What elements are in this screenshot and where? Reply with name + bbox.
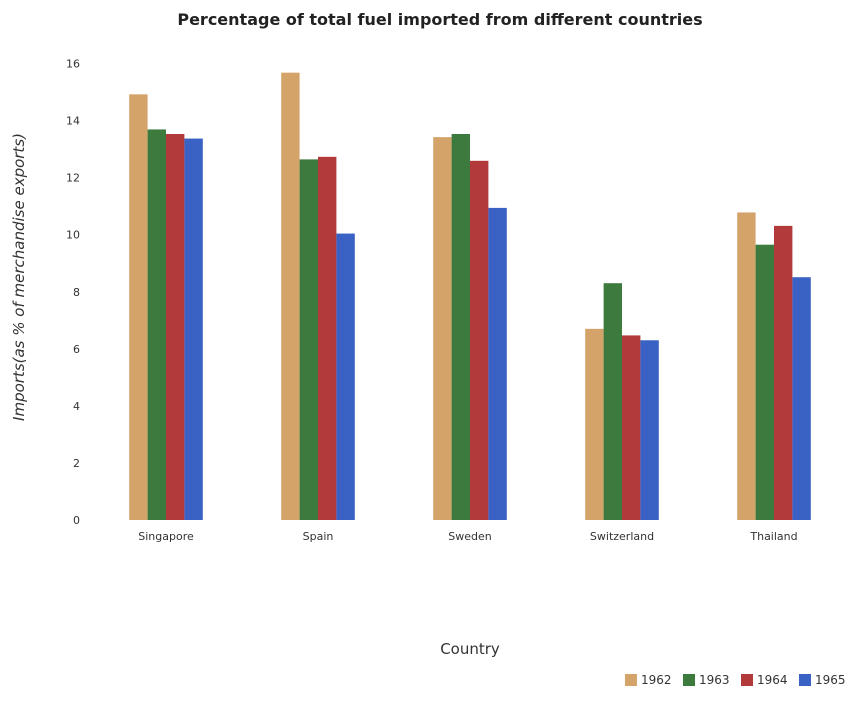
bars-group: [129, 72, 811, 521]
x-tick-label: Thailand: [749, 530, 797, 543]
y-tick-label: 16: [66, 58, 80, 71]
bar-switzerland-1965: [640, 340, 659, 520]
legend-label-1962: 1962: [641, 673, 672, 687]
bar-thailand-1964: [774, 225, 793, 521]
legend-label-1964: 1964: [757, 673, 788, 687]
y-tick-label: 0: [73, 514, 80, 527]
bar-thailand-1963: [755, 244, 774, 521]
y-axis-ticks: 0 2 4 6 8 10 12 14 16: [66, 58, 80, 527]
y-tick-label: 2: [73, 457, 80, 470]
x-axis-ticks: Singapore Spain Sweden Switzerland Thailand: [138, 530, 797, 543]
bar-spain-1962: [281, 72, 300, 521]
bar-sweden-1962: [433, 137, 452, 520]
legend-swatch-1963: [683, 674, 695, 686]
x-axis-label: Country: [440, 640, 500, 658]
bar-switzerland-1964: [622, 335, 641, 520]
y-tick-label: 14: [66, 115, 80, 128]
legend-label-1965: 1965: [815, 673, 846, 687]
bar-thailand-1965: [792, 277, 811, 520]
x-tick-label: Sweden: [448, 530, 491, 543]
y-tick-label: 8: [73, 286, 80, 299]
bar-singapore-1965: [184, 138, 203, 520]
x-tick-label: Singapore: [138, 530, 194, 543]
y-axis-label: Imports(as % of merchandise exports): [10, 133, 28, 421]
legend: 1962 1963 1964 1965: [625, 673, 846, 687]
legend-swatch-1965: [799, 674, 811, 686]
legend-swatch-1962: [625, 674, 637, 686]
bar-singapore-1964: [166, 133, 185, 520]
legend-label-1963: 1963: [699, 673, 730, 687]
bar-sweden-1965: [488, 207, 507, 520]
y-tick-label: 4: [73, 400, 80, 413]
bar-singapore-1962: [129, 94, 148, 520]
bar-sweden-1963: [451, 133, 470, 520]
bar-spain-1965: [336, 233, 355, 521]
chart-title: Percentage of total fuel imported from d…: [177, 10, 702, 29]
bar-singapore-1963: [147, 129, 166, 520]
bar-spain-1963: [299, 159, 318, 520]
bar-sweden-1964: [470, 160, 489, 521]
x-tick-label: Spain: [303, 530, 334, 543]
bar-spain-1964: [318, 156, 337, 520]
bar-switzerland-1962: [585, 328, 604, 520]
y-tick-label: 12: [66, 172, 80, 185]
bar-switzerland-1963: [603, 283, 622, 520]
y-tick-label: 10: [66, 229, 80, 242]
legend-swatch-1964: [741, 674, 753, 686]
x-tick-label: Switzerland: [590, 530, 654, 543]
bar-thailand-1962: [737, 212, 756, 520]
y-tick-label: 6: [73, 343, 80, 356]
